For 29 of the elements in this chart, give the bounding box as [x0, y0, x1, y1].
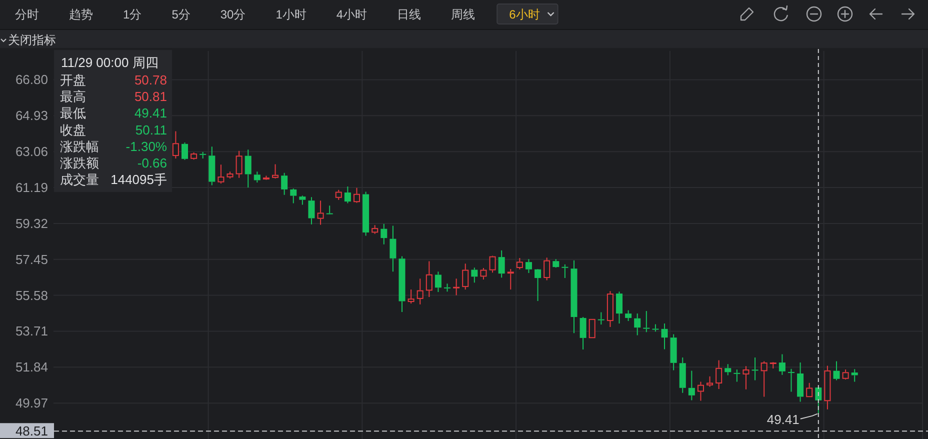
annotation: 50.81 [134, 89, 167, 104]
y-tick-label: 66.80 [15, 72, 48, 88]
annotation: 最低 [60, 106, 86, 121]
annotation: 涨跌额 [60, 156, 99, 170]
ref-line-label: 48.51 [15, 424, 48, 439]
annotation: 最高 [60, 89, 86, 104]
annotation: 成交量 [60, 172, 99, 188]
annotation: 50.78 [134, 72, 167, 88]
y-tick-label: 63.06 [15, 144, 48, 160]
y-tick-label: 61.19 [15, 180, 48, 196]
indicator-toggle: 关闭指标 [0, 30, 928, 48]
y-tick-label: 53.71 [15, 324, 48, 339]
annotation: 144095手 [110, 172, 167, 188]
annotation: 收盘 [60, 122, 86, 138]
annotation: 涨跌幅 [60, 138, 99, 154]
annotation: -1.30% [126, 138, 168, 154]
y-tick-label: 59.32 [15, 216, 48, 231]
annotation: 49.41 [134, 106, 167, 121]
annotation: 开盘 [60, 72, 86, 88]
y-tick-label: 55.58 [15, 288, 48, 303]
y-tick-label: 51.84 [15, 360, 48, 375]
annotation: 49.41 [766, 412, 800, 427]
y-tick-label: 57.45 [15, 252, 48, 267]
y-tick-label: 49.97 [15, 396, 48, 411]
y-tick-label: 64.93 [15, 108, 48, 124]
annotation: 50.11 [135, 122, 167, 138]
annotation: -0.66 [137, 156, 167, 170]
ref-line-label: 48.51 [0, 423, 54, 439]
annotation: 11/29 00:00 周四 [61, 55, 158, 70]
